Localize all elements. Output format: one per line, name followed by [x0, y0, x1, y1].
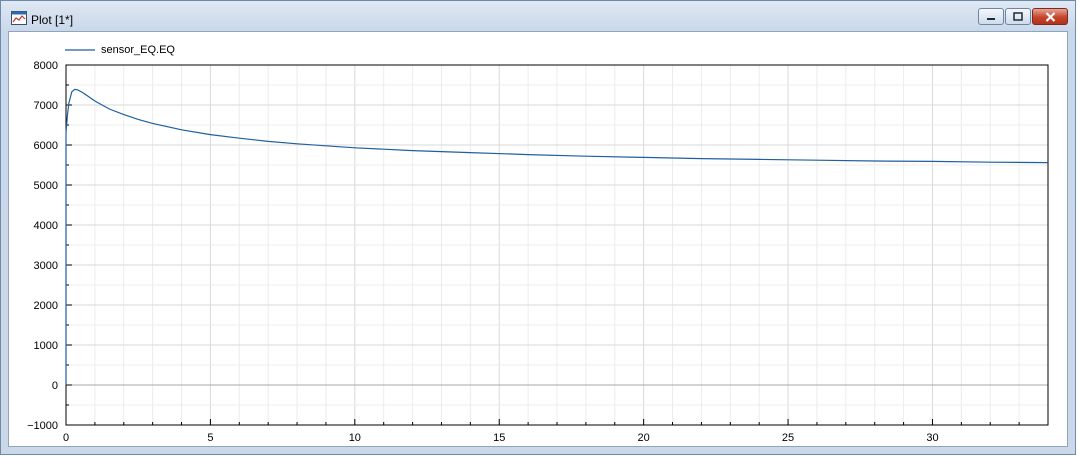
maximize-button[interactable] — [1005, 8, 1031, 25]
axis-tick-labels: 0 5 10 15 20 25 30 −1000 0 1000 2000 3000 4000 5000 60… — [27, 60, 939, 444]
window-title: Plot [1*] — [31, 13, 74, 27]
x-tick-label: 10 — [349, 432, 361, 444]
x-tick-label: 30 — [926, 432, 938, 444]
y-tick-label: 4000 — [34, 220, 58, 232]
grid — [65, 64, 1049, 426]
minimize-button[interactable] — [978, 8, 1004, 25]
maximize-icon — [1013, 12, 1023, 21]
plot-window-icon — [11, 11, 27, 25]
y-tick-label: 0 — [52, 380, 58, 392]
y-tick-label: 1000 — [34, 340, 58, 352]
plot-area-container[interactable]: 0 5 10 15 20 25 30 −1000 0 1000 2000 3000 4000 5000 60… — [8, 31, 1068, 447]
x-tick-label: 25 — [782, 432, 794, 444]
close-button[interactable] — [1032, 8, 1068, 25]
x-tick-label: 20 — [638, 432, 650, 444]
y-tick-label: 7000 — [34, 100, 58, 112]
y-tick-label: 2000 — [34, 300, 58, 312]
series-line — [65, 88, 1049, 385]
x-tick-label: 0 — [63, 432, 69, 444]
line-chart[interactable]: 0 5 10 15 20 25 30 −1000 0 1000 2000 3000 4000 5000 60… — [9, 32, 1069, 448]
y-tick-label: −1000 — [27, 420, 58, 432]
title-bar[interactable]: Plot [1*] — [1, 1, 1075, 31]
x-tick-label: 15 — [493, 432, 505, 444]
axis-ticks — [65, 64, 1049, 426]
series-layer — [65, 88, 1049, 385]
minimize-icon — [987, 17, 995, 20]
close-icon — [1045, 11, 1055, 22]
y-tick-label: 8000 — [34, 60, 58, 72]
x-tick-label: 5 — [207, 432, 213, 444]
legend-label: sensor_EQ.EQ — [101, 44, 175, 56]
y-tick-label: 5000 — [34, 180, 58, 192]
y-tick-label: 3000 — [34, 260, 58, 272]
legend[interactable]: sensor_EQ.EQ — [65, 44, 175, 56]
y-tick-label: 6000 — [34, 140, 58, 152]
